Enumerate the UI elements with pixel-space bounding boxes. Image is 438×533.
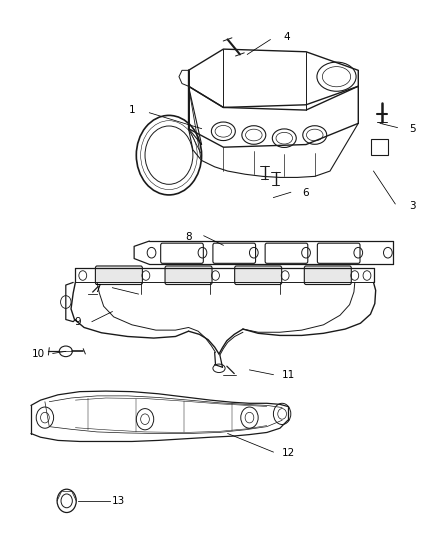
Text: 12: 12 — [282, 448, 295, 458]
FancyBboxPatch shape — [165, 266, 212, 285]
Text: 7: 7 — [94, 284, 100, 294]
Text: 11: 11 — [282, 370, 295, 380]
Text: 13: 13 — [112, 496, 126, 506]
Text: 1: 1 — [129, 105, 135, 115]
Text: 6: 6 — [303, 188, 309, 198]
Text: 4: 4 — [283, 32, 290, 42]
Text: 8: 8 — [185, 232, 192, 243]
Text: 9: 9 — [74, 317, 81, 327]
FancyBboxPatch shape — [304, 266, 351, 285]
FancyBboxPatch shape — [235, 266, 282, 285]
Text: 5: 5 — [410, 124, 416, 134]
Text: 3: 3 — [410, 200, 416, 211]
Text: 10: 10 — [32, 349, 45, 359]
FancyBboxPatch shape — [95, 266, 142, 285]
